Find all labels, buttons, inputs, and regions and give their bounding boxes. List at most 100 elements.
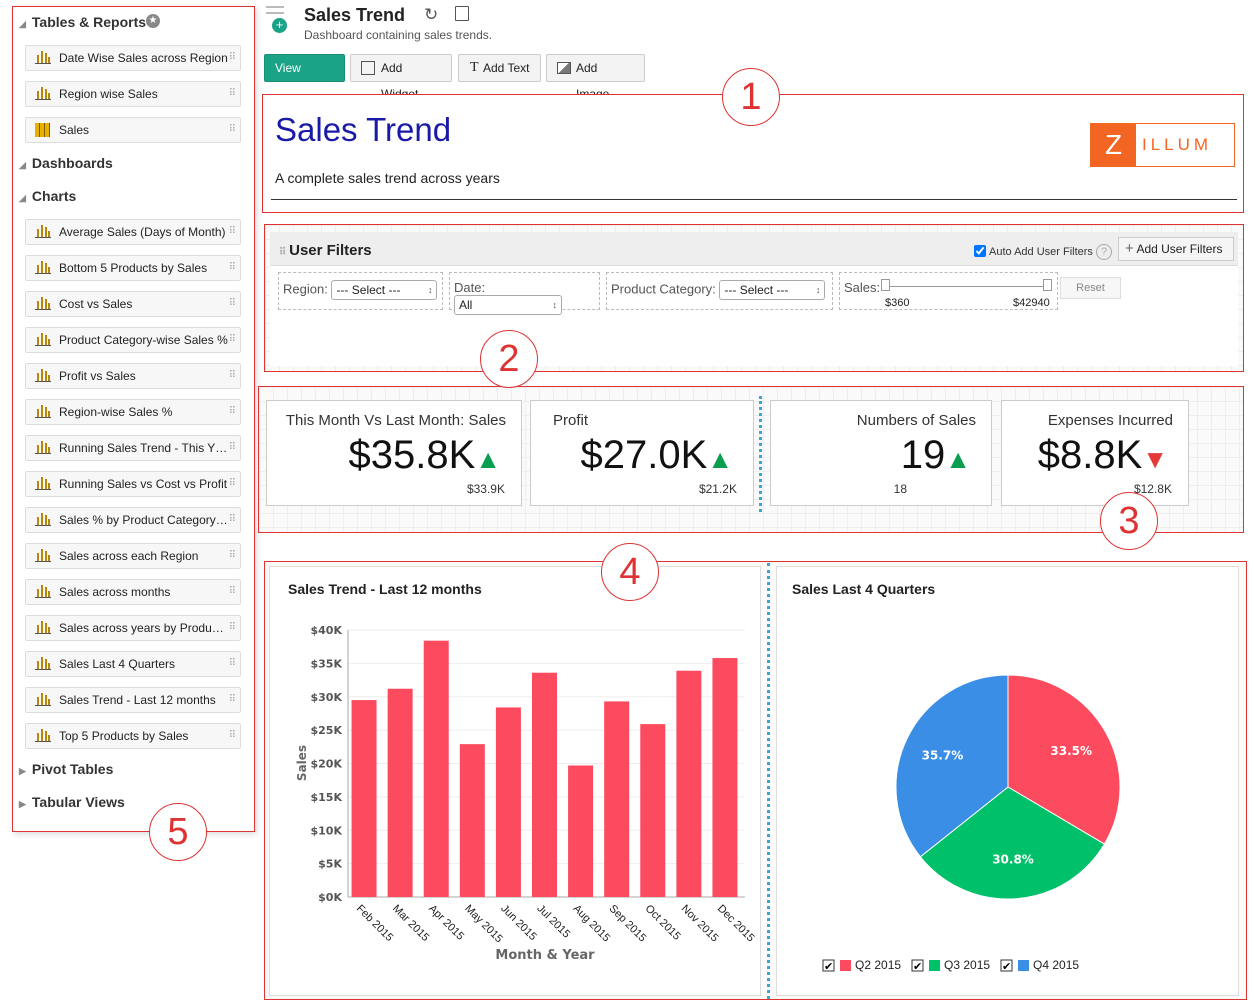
bar [532, 672, 557, 897]
pie-label: 35.7% [922, 748, 964, 762]
drag-handle-icon[interactable]: ⠿ [228, 616, 236, 640]
sidebar-item[interactable]: Product Category-wise Sales % ⠿ [25, 327, 241, 353]
legend-checkbox[interactable] [911, 959, 924, 972]
reset-button[interactable]: Reset [1060, 277, 1121, 299]
sidebar-item[interactable]: Sales across each Region ⠿ [25, 543, 241, 569]
kpi-previous: $12.8K [1133, 482, 1172, 496]
sidebar-item[interactable]: Date Wise Sales across Region ⠿ [25, 45, 241, 71]
pie-label: 30.8% [992, 853, 1034, 867]
add-menu-icon[interactable]: + [266, 6, 287, 34]
separator [759, 396, 762, 512]
bar-chart-icon [35, 585, 51, 598]
sidebar-item[interactable]: Running Sales vs Cost vs Profit ⠿ [25, 471, 241, 497]
filters-title: ⠿ User Filters [279, 242, 372, 259]
drag-handle-icon[interactable]: ⠿ [228, 652, 236, 676]
kpi-previous: $33.9K [466, 482, 505, 496]
date-select[interactable]: All [454, 295, 562, 315]
sidebar-section[interactable]: ◢ Tables & Reports [19, 14, 147, 30]
region-select[interactable]: --- Select --- [331, 280, 438, 300]
sidebar-item[interactable]: Cost vs Sales ⠿ [25, 291, 241, 317]
x-tick-label: Sep 2015 [607, 903, 649, 945]
y-tick-label: $40K [311, 624, 343, 637]
legend-label[interactable]: Q2 2015 [855, 958, 901, 972]
x-tick-label: Mar 2015 [390, 903, 431, 944]
legend-checkbox[interactable] [1000, 959, 1013, 972]
kpi-value: $27.0K▲ [580, 433, 733, 477]
drag-handle-icon[interactable]: ⠿ [228, 400, 236, 424]
kpi-title: This Month Vs Last Month: Sales [285, 412, 506, 429]
drag-handle-icon[interactable]: ⠿ [228, 724, 236, 748]
slider-min-handle[interactable] [881, 279, 890, 291]
save-icon[interactable] [455, 6, 469, 21]
kpi-card[interactable]: Expenses Incurred $8.8K▼ $12.8K [1001, 400, 1189, 506]
legend-label[interactable]: Q4 2015 [1033, 958, 1079, 972]
bar-chart-icon [35, 297, 51, 310]
drag-handle-icon[interactable]: ⠿ [228, 688, 236, 712]
check-icon: ✔ [1002, 961, 1011, 973]
sidebar-item[interactable]: Sales Trend - Last 12 months ⠿ [25, 687, 241, 713]
drag-handle-icon[interactable]: ⠿ [228, 82, 236, 106]
sidebar-section[interactable]: ▶ Pivot Tables [19, 761, 114, 777]
bar [568, 765, 594, 897]
sidebar-item[interactable]: Average Sales (Days of Month) ⠿ [25, 219, 241, 245]
sidebar-item[interactable]: Running Sales Trend - This Y… ⠿ [25, 435, 241, 461]
drag-handle-icon[interactable]: ⠿ [228, 508, 236, 532]
kpi-card[interactable]: Profit $27.0K▲ $21.2K [530, 400, 754, 506]
legend-label[interactable]: Q3 2015 [944, 958, 990, 972]
category-select[interactable]: --- Select --- [719, 280, 826, 300]
auto-add-checkbox[interactable]: Auto Add User Filters ? [974, 244, 1112, 260]
arrow-up-icon: ▲ [945, 444, 971, 474]
add-image-button[interactable]: Add Image [546, 54, 645, 101]
bar-chart-icon [35, 513, 51, 526]
drag-handle-icon[interactable]: ⠿ [228, 118, 236, 142]
slider-max-handle[interactable] [1043, 279, 1052, 291]
drag-handle-icon[interactable]: ⠿ [228, 436, 236, 460]
drag-handle-icon[interactable]: ⠿ [228, 292, 236, 316]
bar [423, 640, 449, 897]
sidebar: ◢ Tables & Reports ★ Date Wise Sales across… [12, 6, 255, 832]
sidebar-item[interactable]: Profit vs Sales ⠿ [25, 363, 241, 389]
drag-handle-icon[interactable]: ⠿ [228, 580, 236, 604]
y-tick-label: $5K [318, 858, 342, 871]
refresh-icon[interactable]: ↻ [424, 5, 439, 24]
sidebar-item[interactable]: Bottom 5 Products by Sales ⠿ [25, 255, 241, 281]
star-icon[interactable]: ★ [146, 14, 160, 28]
add-widget-button[interactable]: Add Widget [350, 54, 452, 101]
drag-handle-icon[interactable]: ⠿ [228, 472, 236, 496]
sales-range-slider[interactable] [884, 286, 1049, 287]
dashboard-subtitle: Dashboard containing sales trends. [304, 28, 493, 42]
sidebar-item[interactable]: Region wise Sales ⠿ [25, 81, 241, 107]
banner-widget[interactable]: Sales Trend A complete sales trend acros… [262, 94, 1244, 213]
sidebar-item[interactable]: Region-wise Sales % ⠿ [25, 399, 241, 425]
add-text-button[interactable]: T Add Text [458, 54, 541, 82]
annotation-marker: 5 [149, 803, 207, 861]
legend-checkbox[interactable] [822, 959, 835, 972]
help-icon[interactable]: ? [1096, 244, 1112, 260]
add-user-filters-button[interactable]: + Add User Filters [1118, 237, 1234, 261]
sidebar-item[interactable]: Sales % by Product Category… ⠿ [25, 507, 241, 533]
bar-chart-title: Sales Trend - Last 12 months [288, 581, 482, 597]
bar-chart-icon [35, 87, 51, 100]
sidebar-section[interactable]: ◢ Dashboards [19, 155, 113, 171]
sidebar-item[interactable]: Top 5 Products by Sales ⠿ [25, 723, 241, 749]
bar-chart-icon [35, 441, 51, 454]
sidebar-item[interactable]: Sales ⠿ [25, 117, 241, 143]
pie-slice [895, 674, 1009, 858]
drag-handle-icon[interactable]: ⠿ [228, 220, 236, 244]
drag-handle-icon[interactable]: ⠿ [228, 328, 236, 352]
legend-swatch [840, 960, 851, 971]
drag-handle-icon[interactable]: ⠿ [228, 544, 236, 568]
kpi-card[interactable]: Numbers of Sales 19▲ 18 [770, 400, 992, 506]
kpi-value: $8.8K▼ [1037, 433, 1168, 477]
sidebar-item[interactable]: Sales Last 4 Quarters ⠿ [25, 651, 241, 677]
drag-handle-icon[interactable]: ⠿ [228, 364, 236, 388]
sidebar-section[interactable]: ▶ Tabular Views [19, 794, 125, 810]
sidebar-section[interactable]: ◢ Charts [19, 188, 77, 204]
sidebar-item[interactable]: Sales across years by Produ… ⠿ [25, 615, 241, 641]
annotation-marker: 1 [722, 68, 780, 126]
kpi-card[interactable]: This Month Vs Last Month: Sales $35.8K▲ … [266, 400, 522, 506]
drag-handle-icon[interactable]: ⠿ [228, 46, 236, 70]
sidebar-item[interactable]: Sales across months ⠿ [25, 579, 241, 605]
drag-handle-icon[interactable]: ⠿ [228, 256, 236, 280]
